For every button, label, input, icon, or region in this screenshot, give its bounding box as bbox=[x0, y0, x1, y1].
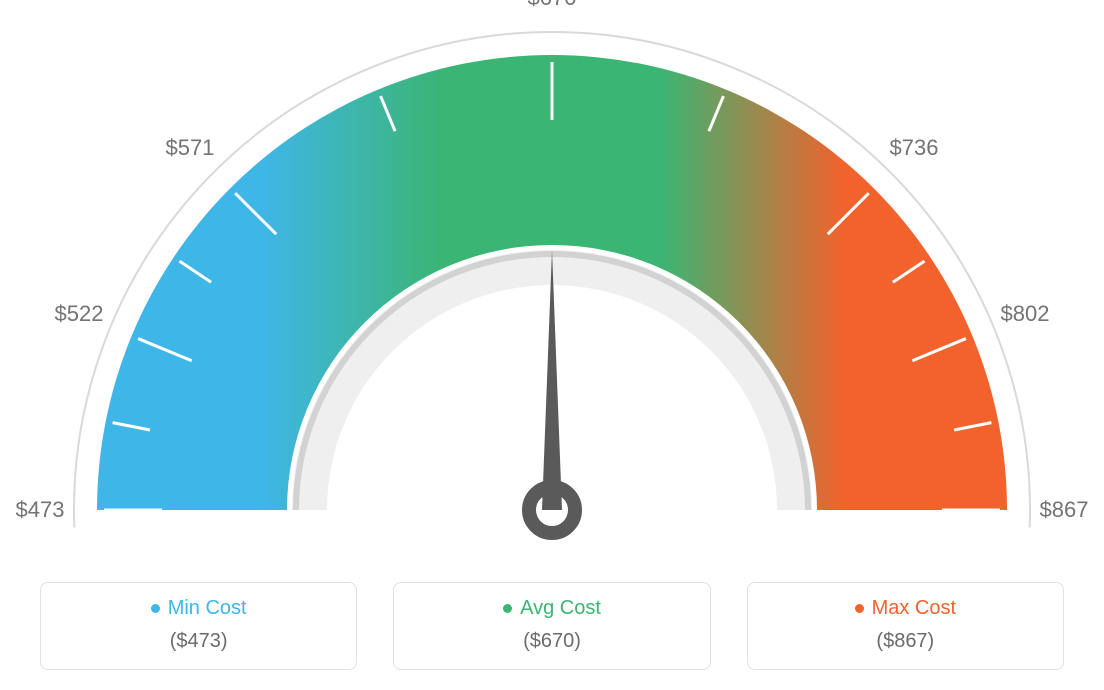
tick-label: $670 bbox=[528, 0, 577, 11]
tick-label: $867 bbox=[1040, 497, 1089, 523]
legend-title-avg-text: Avg Cost bbox=[520, 597, 601, 620]
dot-icon-min bbox=[151, 604, 160, 613]
dot-icon-avg bbox=[503, 604, 512, 613]
legend-value-avg: ($670) bbox=[404, 630, 699, 653]
legend-card-min: Min Cost ($473) bbox=[40, 582, 357, 670]
tick-label: $522 bbox=[54, 301, 103, 327]
legend-row: Min Cost ($473) Avg Cost ($670) Max Cost… bbox=[0, 582, 1104, 670]
legend-title-avg: Avg Cost bbox=[503, 597, 601, 620]
legend-card-max: Max Cost ($867) bbox=[747, 582, 1064, 670]
gauge-chart: $473 $522 $571 $670 $736 $802 $867 bbox=[0, 0, 1104, 560]
cost-gauge-container: $473 $522 $571 $670 $736 $802 $867 Min Cost ($… bbox=[0, 0, 1104, 690]
legend-title-max-text: Max Cost bbox=[872, 597, 956, 620]
legend-title-max: Max Cost bbox=[855, 597, 956, 620]
tick-label: $736 bbox=[890, 135, 939, 161]
legend-title-min-text: Min Cost bbox=[168, 597, 247, 620]
dot-icon-max bbox=[855, 604, 864, 613]
legend-title-min: Min Cost bbox=[151, 597, 247, 620]
tick-label: $473 bbox=[16, 497, 65, 523]
tick-label: $571 bbox=[165, 135, 214, 161]
tick-label: $802 bbox=[1001, 301, 1050, 327]
legend-value-min: ($473) bbox=[51, 630, 346, 653]
legend-value-max: ($867) bbox=[758, 630, 1053, 653]
legend-card-avg: Avg Cost ($670) bbox=[393, 582, 710, 670]
gauge-svg bbox=[0, 0, 1104, 560]
